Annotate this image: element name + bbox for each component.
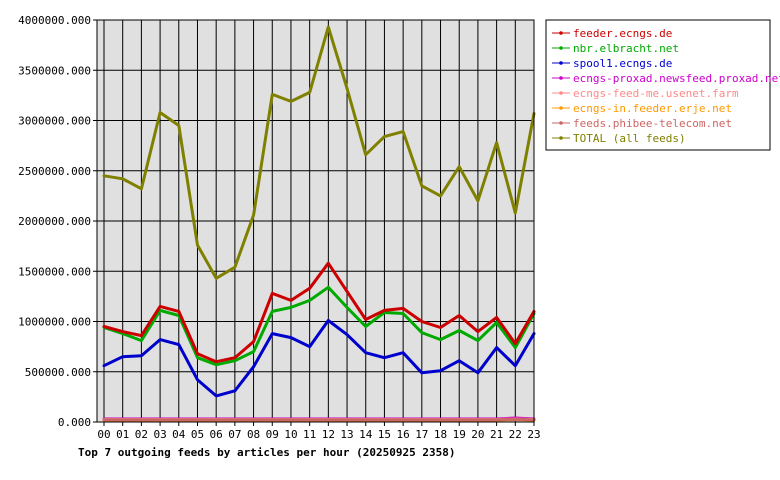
series-line-0 (102, 261, 536, 364)
vertical-gridlines (103, 20, 535, 422)
legend-swatch-marker (559, 76, 563, 80)
x-tick-label: 04 (172, 428, 186, 441)
y-tick-label: 0.000 (58, 416, 91, 429)
y-tick-label: 1500000.000 (18, 265, 91, 278)
x-tick-label: 09 (266, 428, 279, 441)
legend-swatch-marker (559, 61, 563, 65)
legend-label: feeder.ecngs.de (573, 27, 672, 40)
legend-label: ecngs-proxad.newsfeed.proxad.net (573, 72, 780, 85)
y-tick-label: 3000000.000 (18, 115, 91, 128)
x-tick-label: 14 (359, 428, 373, 441)
legend-label: nbr.elbracht.net (573, 42, 679, 55)
x-tick-label: 16 (397, 428, 410, 441)
y-tick-label: 500000.000 (25, 366, 91, 379)
x-tick-label: 00 (97, 428, 110, 441)
x-tick-label: 23 (527, 428, 540, 441)
legend-swatch-marker (559, 46, 563, 50)
x-tick-label: 02 (135, 428, 148, 441)
series-lines (102, 25, 536, 422)
x-tick-label: 06 (210, 428, 223, 441)
x-axis-ticks: 00 01 02 03 04 05 06 07 08 09 10 11 12 13 14 15 16 17 18 19… (97, 422, 541, 441)
y-tick-label: 2000000.000 (18, 215, 91, 228)
legend-label: TOTAL (all feeds) (573, 132, 686, 145)
legend-swatch-marker (559, 121, 563, 125)
legend-swatch-marker (559, 31, 563, 35)
chart-title: Top 7 outgoing feeds by articles per hou… (78, 446, 456, 459)
x-tick-label: 15 (378, 428, 391, 441)
legend-swatch-marker (559, 106, 563, 110)
series-line-6 (102, 417, 536, 422)
legend-label: feeds.phibee-telecom.net (573, 117, 732, 130)
x-tick-label: 05 (191, 428, 204, 441)
x-tick-label: 01 (116, 428, 129, 441)
legend-label: spool1.ecngs.de (573, 57, 672, 70)
legend-swatch-marker (559, 91, 563, 95)
x-tick-label: 21 (490, 428, 503, 441)
x-tick-label: 07 (228, 428, 241, 441)
x-tick-label: 20 (471, 428, 484, 441)
x-tick-label: 13 (340, 428, 353, 441)
y-axis-ticks: 0.000 500000.000 1000000.000 1500000.000 200… (18, 14, 97, 429)
legend: feeder.ecngs.de nbr.elbracht.net spool1.ec… (545, 19, 780, 151)
x-tick-label: 12 (322, 428, 335, 441)
legend-swatch-marker (559, 136, 563, 140)
x-tick-label: 22 (509, 428, 522, 441)
series-line-1 (102, 285, 536, 367)
legend-label: ecngs-in.feeder.erje.net (573, 102, 732, 115)
x-tick-label: 03 (153, 428, 166, 441)
legend-label: ecngs-feed-me.usenet.farm (573, 87, 739, 100)
series-line-7 (102, 25, 536, 280)
x-tick-label: 17 (415, 428, 428, 441)
plot-border (96, 19, 535, 423)
legend-box (545, 19, 771, 151)
y-tick-label: 3500000.000 (18, 64, 91, 77)
x-tick-label: 19 (453, 428, 466, 441)
x-tick-label: 08 (247, 428, 260, 441)
y-tick-label: 2500000.000 (18, 165, 91, 178)
y-tick-label: 4000000.000 (18, 14, 91, 27)
x-tick-label: 10 (284, 428, 297, 441)
y-tick-label: 1000000.000 (18, 316, 91, 329)
series-line-2 (102, 319, 536, 398)
x-tick-label: 11 (303, 428, 316, 441)
x-tick-label: 18 (434, 428, 447, 441)
